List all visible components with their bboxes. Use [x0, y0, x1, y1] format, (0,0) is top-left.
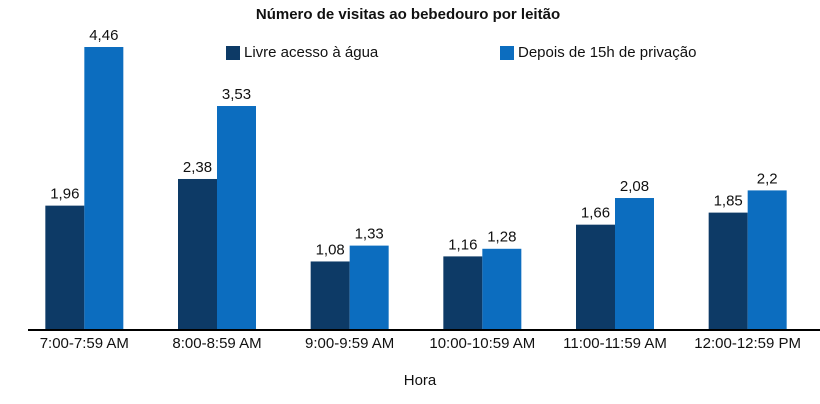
bar [747, 190, 787, 330]
x-axis-label: Hora [404, 372, 437, 389]
data-label: 1,85 [714, 193, 743, 210]
bar [443, 256, 483, 330]
bar [482, 248, 522, 330]
bar [349, 245, 389, 330]
legend-label: Depois de 15h de privação [518, 44, 696, 61]
bar [576, 224, 615, 330]
data-label: 2,2 [757, 170, 778, 187]
x-tick-label: 7:00-7:59 AM [40, 335, 129, 352]
data-label: 1,16 [448, 236, 477, 253]
data-label: 1,28 [487, 229, 516, 246]
legend-label: Livre acesso à água [244, 44, 379, 61]
data-label: 1,33 [355, 226, 384, 243]
data-label: 1,96 [50, 186, 79, 203]
data-label: 3,53 [222, 86, 251, 103]
bar [217, 106, 256, 331]
bar [615, 198, 654, 330]
legend-swatch [500, 46, 514, 60]
bar [310, 261, 350, 330]
data-label: 4,46 [89, 27, 118, 44]
x-tick-label: 11:00-11:59 AM [563, 335, 667, 352]
x-tick-label: 8:00-8:59 AM [172, 335, 261, 352]
bar [708, 212, 748, 330]
bar [178, 178, 217, 330]
data-label: 1,66 [581, 205, 610, 222]
x-tick-label: 9:00-9:59 AM [305, 335, 394, 352]
data-label: 1,08 [316, 241, 345, 258]
data-label: 2,38 [183, 159, 212, 176]
x-tick-label: 10:00-10:59 AM [429, 335, 535, 352]
legend-swatch [226, 46, 240, 60]
x-tick-label: 12:00-12:59 PM [694, 335, 801, 352]
bar [45, 205, 85, 330]
chart-title: Número de visitas ao bebedouro por leitã… [256, 6, 560, 23]
bar [84, 47, 124, 330]
data-label: 2,08 [620, 178, 649, 195]
